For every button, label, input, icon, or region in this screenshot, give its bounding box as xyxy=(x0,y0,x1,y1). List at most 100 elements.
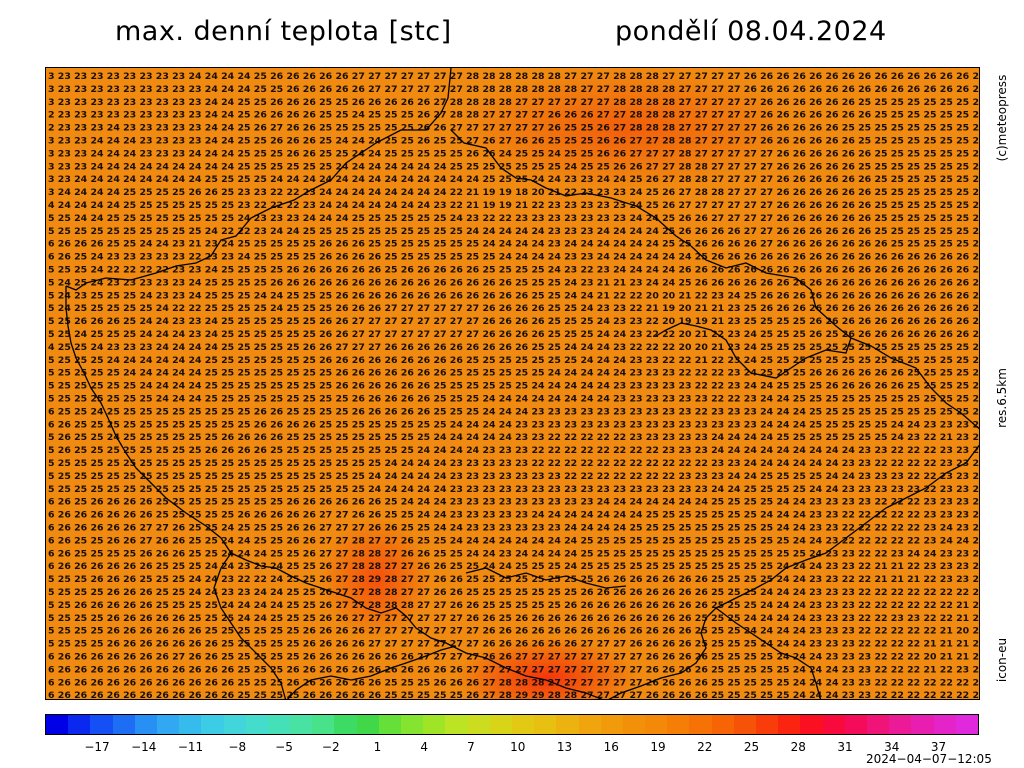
temperature-value-row: 6 25 25 24 25 25 25 25 25 25 25 25 25 26… xyxy=(48,407,979,417)
color-scale-swatch xyxy=(290,715,313,734)
color-scale-swatch xyxy=(778,715,801,734)
color-scale-ticks: −17 −14 −11 −8 −5 −2 1 4 7 10 13 16 19 22 25 28 31 34 37 xyxy=(45,740,979,760)
color-scale-swatch xyxy=(179,715,202,734)
color-scale-tick-label: 4 xyxy=(420,740,429,754)
color-scale-swatch xyxy=(445,715,468,734)
temperature-value-row: 5 25 25 25 25 25 24 24 24 24 25 25 25 25… xyxy=(48,382,979,392)
color-scale-bar xyxy=(45,714,979,735)
color-scale-swatch xyxy=(90,715,113,734)
temperature-value-row: 3 23 23 23 23 23 23 23 23 23 24 24 24 25… xyxy=(48,85,979,95)
temperature-value-row: 5 24 25 25 25 25 25 24 22 22 25 25 25 25… xyxy=(48,304,979,314)
temperature-value-row: 6 26 25 25 25 25 25 25 25 25 25 25 25 26… xyxy=(48,420,979,430)
color-scale-swatch xyxy=(689,715,712,734)
warm-area-north xyxy=(456,68,796,188)
temperature-value-row: 6 26 25 25 26 26 27 26 26 25 25 24 24 25… xyxy=(48,536,979,546)
resolution-label: res.6.5km xyxy=(995,368,1009,428)
temperature-value-row: 4 24 24 24 24 25 25 25 25 25 25 25 23 22… xyxy=(48,201,979,211)
color-scale-swatch xyxy=(711,715,734,734)
temperature-value-row: 3 24 24 24 24 25 25 25 25 26 26 25 23 23… xyxy=(48,188,979,198)
border-small-loop xyxy=(465,567,627,589)
temperature-value-row: 3 23 23 24 24 24 24 24 24 24 24 24 25 25… xyxy=(48,162,979,172)
border-south-east xyxy=(715,444,979,609)
color-scale-swatch xyxy=(600,715,623,734)
color-scale-swatch xyxy=(556,715,579,734)
color-scale-swatch xyxy=(68,715,91,734)
temperature-value-row: 6 26 25 25 25 25 26 26 26 25 25 24 24 24… xyxy=(48,549,979,559)
color-scale-swatch xyxy=(312,715,335,734)
color-scale-swatch xyxy=(423,715,446,734)
color-scale-swatch xyxy=(245,715,268,734)
temperature-value-row: 6 26 26 26 26 26 26 26 26 26 26 26 25 25… xyxy=(48,691,979,700)
color-scale-tick-label: 34 xyxy=(884,740,900,754)
temperature-value-row: 3 23 23 24 24 24 23 23 23 24 24 24 25 25… xyxy=(48,149,979,159)
border-east-loop xyxy=(850,337,979,430)
color-scale-swatch xyxy=(667,715,690,734)
color-scale-swatch xyxy=(467,715,490,734)
color-scale-tick-label: −2 xyxy=(321,740,340,754)
temperature-map: 3 23 23 23 23 23 23 23 23 24 24 24 24 25… xyxy=(45,67,980,700)
temperature-value-row: 5 25 24 24 25 25 25 25 25 25 25 25 24 23… xyxy=(48,214,979,224)
color-scale-swatch xyxy=(112,715,135,734)
temperature-value-row: 4 25 25 24 23 23 23 24 24 24 24 25 25 25… xyxy=(48,343,979,353)
temperature-value-row: 6 26 26 26 26 26 27 27 26 25 25 24 25 25… xyxy=(48,524,979,534)
color-scale-tick-label: 1 xyxy=(373,740,382,754)
temperature-value-row: 6 26 26 26 26 26 26 25 25 25 25 25 26 26… xyxy=(48,511,979,521)
temperature-value-row: 6 26 25 26 26 26 26 25 25 25 25 25 25 25… xyxy=(48,498,979,508)
country-borders xyxy=(65,68,979,699)
color-scale-swatch xyxy=(401,715,424,734)
temperature-value-row: 6 26 26 26 25 25 24 24 23 21 23 24 25 25… xyxy=(48,240,979,250)
color-scale-swatch xyxy=(800,715,823,734)
temperature-value-row: 3 23 23 23 23 23 23 23 23 23 24 24 25 25… xyxy=(48,98,979,108)
temperature-value-row: 2 23 23 23 24 23 23 23 23 23 24 24 25 26… xyxy=(48,124,979,134)
border-north-west xyxy=(65,68,452,291)
color-scale-tick-label: 31 xyxy=(837,740,853,754)
color-scale-swatch xyxy=(223,715,246,734)
forecast-date: pondělí 08.04.2024 xyxy=(615,16,887,47)
color-scale-swatch xyxy=(622,715,646,734)
color-scale-swatch xyxy=(955,715,978,734)
temperature-value-row: 3 23 23 24 24 24 23 23 23 23 24 24 25 25… xyxy=(48,137,979,147)
border-czech-north xyxy=(450,129,692,247)
border-east-south xyxy=(715,607,822,699)
color-scale-tick-label: −8 xyxy=(228,740,247,754)
temperature-value-row: 5 25 24 25 25 25 24 24 24 23 24 25 25 25… xyxy=(48,330,979,340)
temperature-value-row: 5 25 25 25 24 24 24 24 24 24 25 25 25 25… xyxy=(48,356,979,366)
temperature-value-row: 5 26 25 25 25 25 25 25 25 25 26 26 26 26… xyxy=(48,446,979,456)
temperature-value-row: 5 25 25 24 22 22 22 22 23 23 24 25 25 25… xyxy=(48,266,979,276)
color-scale-swatch xyxy=(933,715,956,734)
color-scale-swatch xyxy=(844,715,867,734)
color-scale-swatch xyxy=(534,715,557,734)
temperature-value-row: 5 25 26 26 26 25 24 24 23 23 24 25 25 25… xyxy=(48,317,979,327)
warm-area-south xyxy=(456,638,636,699)
temperature-value-row: 6 26 26 26 26 26 26 26 26 26 26 26 25 25… xyxy=(48,678,979,688)
color-scale-swatch xyxy=(822,715,845,734)
temperature-value-row: 5 25 25 25 25 25 25 25 25 25 25 25 25 25… xyxy=(48,472,979,482)
warm-area-west xyxy=(321,518,431,638)
run-timestamp: 2024−04−07−12:05 xyxy=(866,752,992,766)
color-scale-tick-label: 13 xyxy=(556,740,573,754)
color-scale-swatch xyxy=(156,715,180,734)
map-title: max. denní teplota [stc] xyxy=(115,16,452,47)
border-west xyxy=(65,286,232,554)
temperature-value-row: 2 23 23 23 23 23 23 23 23 23 24 24 25 26… xyxy=(48,111,979,121)
color-scale-tick-label: −5 xyxy=(275,740,293,754)
temperature-value-row: 6 26 25 24 23 23 23 23 23 22 23 23 24 25… xyxy=(48,253,979,263)
color-scale-tick-label: 7 xyxy=(467,740,475,754)
color-scale-swatch xyxy=(911,715,934,734)
color-scale-tick-label: 28 xyxy=(790,740,806,754)
model-label: icon-eu xyxy=(995,637,1009,683)
temperature-value-row: 5 25 25 25 26 26 26 26 26 25 25 25 24 24… xyxy=(48,614,979,624)
temperature-value-row: 6 26 26 26 26 26 26 25 25 25 24 24 23 23… xyxy=(48,562,979,572)
temperature-value-row: 3 23 23 23 23 23 23 23 23 24 24 24 24 25… xyxy=(48,72,979,82)
border-czech-east xyxy=(655,245,852,379)
color-scale-swatch xyxy=(267,715,291,734)
color-scale-tick-label: 25 xyxy=(743,740,760,754)
color-scale-tick-label: 19 xyxy=(650,740,666,754)
color-scale-tick-label: 37 xyxy=(930,740,947,754)
color-scale-tick-label: 16 xyxy=(603,740,619,754)
color-scale-swatch xyxy=(489,715,512,734)
temperature-value-row: 5 24 25 24 23 23 23 23 23 24 25 25 25 25… xyxy=(48,278,979,288)
color-scale-swatch xyxy=(334,715,357,734)
color-scale-swatch xyxy=(134,715,157,734)
color-scale-swatch xyxy=(378,715,401,734)
